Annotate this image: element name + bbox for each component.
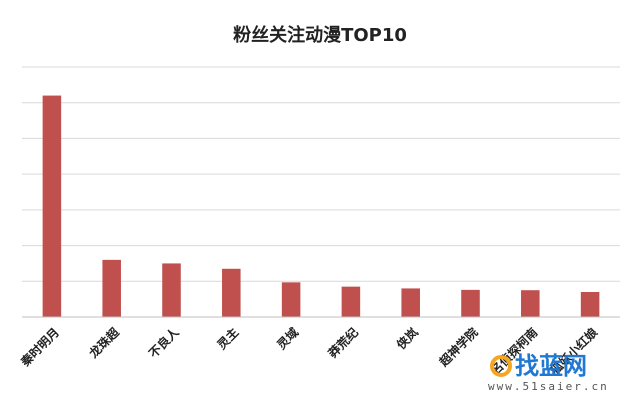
grid-lines (22, 66, 620, 282)
x-tick-label: 灵域 (274, 325, 302, 353)
bars (42, 95, 600, 317)
x-tick-label: 灵主 (214, 325, 242, 353)
chart-title: 粉丝关注动漫TOP10 (233, 24, 407, 46)
x-tick-label: 超神学院 (435, 325, 480, 370)
watermark-url: www.51saier.cn (488, 380, 609, 393)
bar-10 (580, 292, 600, 317)
bar-5 (281, 282, 301, 317)
x-tick-label: 莽荒纪 (324, 325, 361, 362)
x-tick-label: 侠岚 (393, 325, 421, 353)
bar-1 (42, 95, 62, 317)
bar-4 (222, 268, 241, 317)
bar-9 (521, 290, 540, 317)
watermark-logo-text: 找蓝网 (515, 352, 587, 380)
watermark-logo: 找蓝网 (490, 346, 587, 381)
bar-2 (102, 259, 121, 317)
bar-6 (341, 286, 361, 317)
bar-7 (401, 288, 420, 317)
bar-8 (461, 289, 480, 317)
x-tick-label: 不良人 (146, 324, 183, 361)
bar-3 (162, 263, 181, 317)
x-tick-label: 龙珠超 (86, 324, 123, 361)
magnifier-icon (490, 355, 512, 377)
watermark: 找蓝网 www.51saier.cn (486, 346, 636, 400)
x-tick-label: 秦时明月 (17, 325, 62, 370)
